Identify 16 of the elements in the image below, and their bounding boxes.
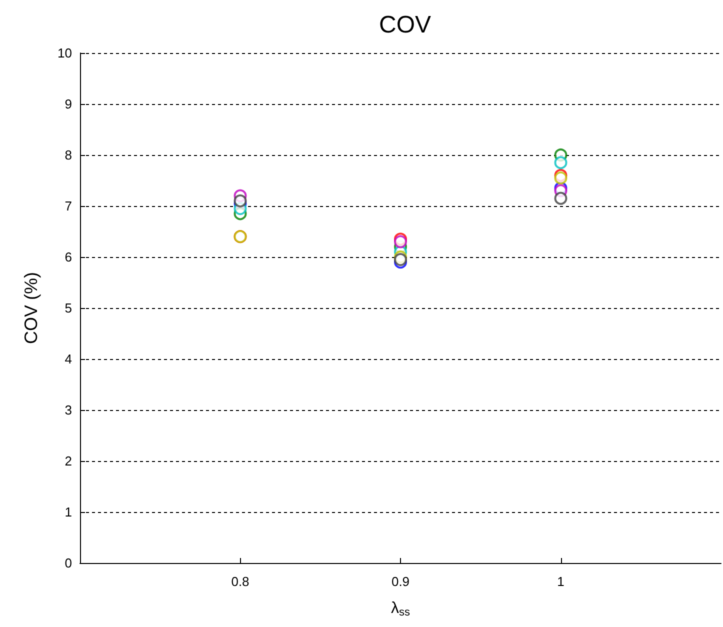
y-tick-label: 2 [64, 454, 72, 468]
y-axis-title: COV (%) [21, 272, 41, 344]
x-tick-label: 0.8 [231, 574, 250, 589]
y-tick-label: 4 [64, 352, 72, 366]
y-tick-label: 7 [64, 198, 72, 214]
y-tick-label: 10 [58, 46, 72, 60]
x-tick-label: 0.9 [391, 574, 410, 589]
x-tick-label: 1 [557, 574, 564, 589]
y-tick-label: 1 [64, 504, 72, 520]
chart-title: COV [378, 12, 432, 38]
y-tick-label: 0 [64, 556, 72, 570]
y-tick-label: 6 [64, 250, 72, 264]
y-tick-label: 5 [64, 300, 72, 316]
y-tick-label: 9 [64, 96, 72, 112]
y-tick-label: 3 [64, 402, 72, 418]
y-tick-label: 8 [64, 148, 72, 162]
